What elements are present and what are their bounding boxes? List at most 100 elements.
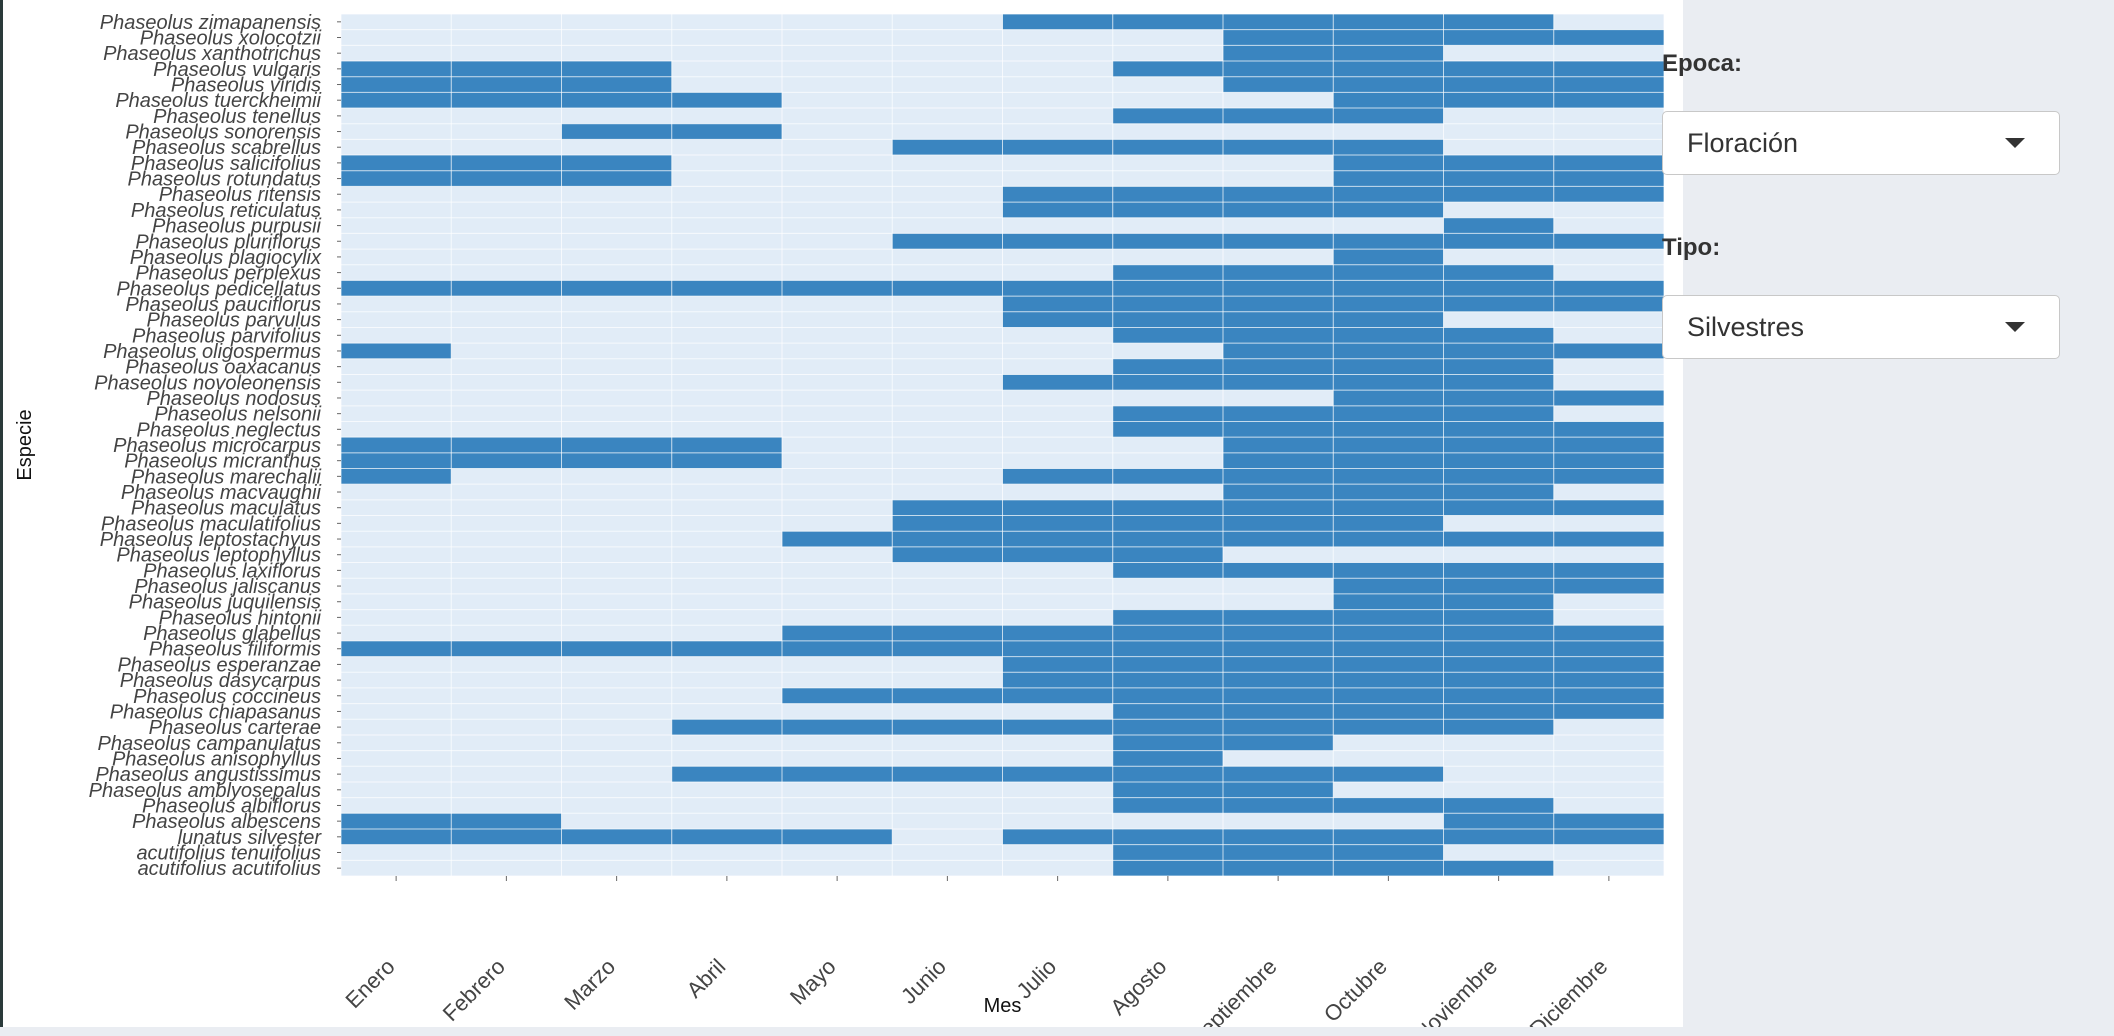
heatmap-tile [561,61,672,77]
y-tick-label: Phaseolus carterae [149,717,321,739]
chevron-down-icon [2005,138,2025,148]
y-tick-label: Phaseolus sonorensis [125,122,321,144]
heatmap-tile [1553,703,1664,720]
heatmap-tile [1112,531,1223,547]
heatmap-tile [1333,719,1444,735]
heatmap-tile [1333,45,1444,62]
y-tick-label: Phaseolus scabrellus [132,137,321,159]
heatmap-tile [1223,656,1334,673]
heatmap-tile [1443,593,1554,610]
heatmap-tile [1443,233,1554,250]
heatmap-tile [1553,421,1664,438]
y-tick-label: Phaseolus nodosus [146,388,321,410]
heatmap-tile [1112,499,1223,516]
heatmap-tile [1333,264,1444,281]
heatmap-tile [1002,515,1113,532]
heatmap-tile [341,61,452,77]
x-tick-label: Diciembre [1525,954,1613,1027]
heatmap-tile [1333,280,1444,297]
heatmap-tile [1443,703,1554,720]
y-tick-label: Phaseolus oligospermus [103,341,321,363]
heatmap-tile [1553,640,1664,657]
heatmap-tile [782,640,893,657]
heatmap-tile [1002,186,1113,203]
x-tick-label: Septiembre [1184,954,1281,1027]
heatmap-tile [892,625,1003,641]
x-tick-label: Mayo [785,954,841,1010]
y-axis-title: Especie [14,409,36,480]
heatmap-tile [1002,233,1113,250]
heatmap-tile [671,640,782,657]
heatmap-tile [892,719,1003,735]
heatmap-tile [1223,625,1334,641]
x-axis-title: Mes [984,995,1022,1017]
y-tick-label: Phaseolus campanulatus [98,733,321,755]
heatmap-tile [1553,672,1664,688]
heatmap-tile [1333,311,1444,328]
heatmap-tile [1443,452,1554,469]
heatmap-tile [451,813,562,829]
heatmap-tile [1223,562,1334,579]
heatmap-tile [1223,343,1334,359]
heatmap-tile [1443,437,1554,453]
y-tick-label: Phaseolus amblyosepalus [89,780,321,802]
y-tick-label: Phaseolus plagiocylix [130,247,322,269]
heatmap-tile [1553,437,1664,453]
heatmap-tile [671,437,782,453]
heatmap-tile [892,499,1003,516]
y-tick-label: Phaseolus parvulus [146,310,321,332]
heatmap-tile [892,546,1003,563]
heatmap-tile [1333,797,1444,814]
heatmap-tile [1002,296,1113,312]
heatmap-tile [1223,186,1334,203]
epoca-select[interactable]: Floración [1662,111,2060,175]
y-tick-label: Phaseolus maculatus [131,498,321,520]
heatmap-tile [1112,609,1223,626]
heatmap-tile [1223,374,1334,391]
heatmap-tile [1223,499,1334,516]
heatmap-tile [1002,719,1113,735]
heatmap-tile [451,92,562,109]
heatmap-tile [1223,687,1334,704]
heatmap-tile [1112,186,1223,203]
heatmap-tile [1002,625,1113,641]
heatmap-tile [1112,358,1223,375]
heatmap-tile [1553,76,1664,93]
heatmap-tile [1333,14,1444,30]
heatmap-tile [892,640,1003,657]
heatmap-tile [1553,343,1664,359]
heatmap-tile [1223,29,1334,46]
heatmap-tile [1223,405,1334,422]
heatmap-tile [1443,656,1554,673]
y-tick-label: Phaseolus chiapasanus [110,701,321,723]
y-tick-label: Phaseolus pedicellatus [116,278,321,300]
heatmap-tile [782,687,893,704]
y-tick-label: Phaseolus tenellus [153,106,321,128]
heatmap-tile [1333,233,1444,250]
heatmap-tile [1223,844,1334,861]
heatmap-tile [1112,296,1223,312]
heatmap-tile [1443,343,1554,359]
heatmap-tile [1443,327,1554,344]
heatmap-tile [451,170,562,187]
heatmap-tile [1333,139,1444,156]
x-tick-label: Febrero [438,954,510,1026]
heatmap-tile [1112,766,1223,782]
y-tick-label: Phaseolus esperanzae [118,654,321,676]
heatmap-tile [1443,625,1554,641]
heatmap-tile [1223,202,1334,218]
heatmap-tile [341,452,452,469]
heatmap-tile [1333,687,1444,704]
heatmap-tile [561,437,672,453]
tipo-select[interactable]: Silvestres [1662,295,2060,359]
heatmap-tile [1333,531,1444,547]
y-tick-label: Phaseolus novoleonensis [94,372,321,394]
y-tick-label: Phaseolus zimapanensis [100,12,321,34]
heatmap-tile [1002,687,1113,704]
epoca-selected-value: Floración [1687,128,1799,158]
heatmap-tile [1553,29,1664,46]
heatmap-tile [1333,499,1444,516]
heatmap-tile [561,123,672,140]
heatmap-tile [1333,437,1444,453]
heatmap-tile [671,828,782,845]
